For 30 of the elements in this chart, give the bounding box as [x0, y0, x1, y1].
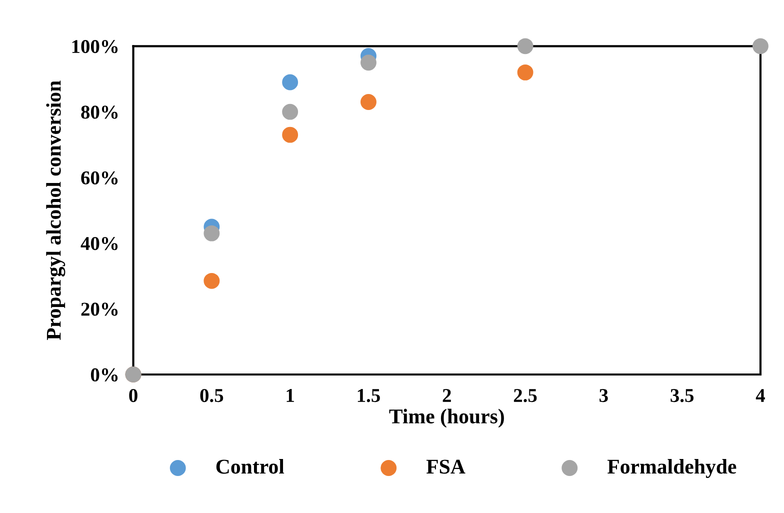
legend-label: Control	[216, 459, 284, 474]
x-tick-label: 0.5	[200, 388, 224, 402]
y-tick-label: 0%	[90, 368, 118, 382]
point	[204, 225, 220, 242]
y-tick-label: 20%	[81, 302, 118, 316]
x-tick-label: 1	[286, 389, 294, 402]
x-tick-label: 2	[442, 388, 451, 402]
x-tick-label: 3	[600, 388, 608, 402]
x-tick-label: 2.5	[514, 388, 537, 402]
y-tick-label: 40%	[80, 236, 118, 250]
legend-label: Formaldehyde	[607, 459, 736, 478]
point	[752, 38, 768, 54]
y-axis-title: Propargyl alcohol conversion	[46, 80, 66, 340]
point	[360, 94, 376, 110]
point	[282, 104, 298, 120]
x-tick-label: 4	[756, 389, 765, 402]
x-tick-label: 3.5	[670, 388, 694, 402]
point	[517, 64, 534, 80]
y-tick-label: 60%	[81, 171, 118, 184]
y-tick-label: 80%	[81, 106, 118, 119]
legend-label: FSA	[426, 460, 466, 474]
y-tick-label: 100%	[72, 40, 118, 54]
x-tick-label: 0	[129, 388, 138, 402]
point	[282, 74, 298, 90]
point	[204, 272, 220, 289]
point	[282, 126, 298, 143]
point	[360, 54, 376, 71]
x-tick-label: 1.5	[358, 389, 380, 402]
x-axis-title: Time (hours)	[389, 408, 504, 428]
point	[517, 38, 534, 54]
